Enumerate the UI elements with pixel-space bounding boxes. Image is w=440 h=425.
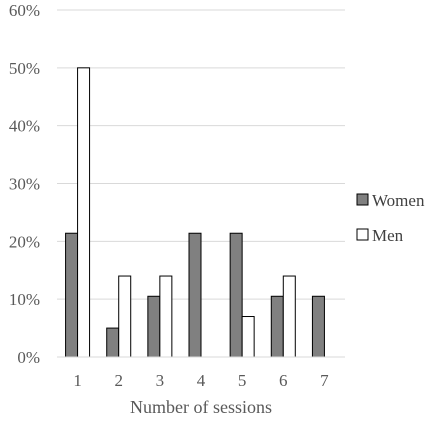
legend-swatch-men xyxy=(356,228,369,241)
x-axis-title: Number of sessions xyxy=(130,397,272,417)
bar-women-2 xyxy=(106,327,120,358)
y-tick-label: 40% xyxy=(9,117,40,136)
bar-men-1 xyxy=(77,67,91,358)
x-tick-label: 1 xyxy=(73,371,82,390)
y-tick-label: 30% xyxy=(9,175,40,194)
legend-label-men: Men xyxy=(372,226,404,245)
y-tick-label: 10% xyxy=(9,290,40,309)
bar-women-3 xyxy=(147,295,161,358)
y-tick-label: 50% xyxy=(9,59,40,78)
y-tick-label: 20% xyxy=(9,232,40,251)
bar-men-3 xyxy=(159,275,173,358)
bar-men-5 xyxy=(241,316,255,358)
bar-women-4 xyxy=(188,232,202,358)
legend: Women Men xyxy=(356,191,425,245)
bar-women-1 xyxy=(65,232,79,358)
bars xyxy=(65,67,325,358)
x-tick-label: 2 xyxy=(114,371,123,390)
x-tick-label: 7 xyxy=(320,371,329,390)
bar-women-5 xyxy=(229,232,243,358)
bar-men-2 xyxy=(118,275,132,358)
y-tick-label: 60% xyxy=(9,1,40,20)
x-axis-ticks: 1 2 3 4 5 6 7 xyxy=(73,371,329,390)
bar-men-6 xyxy=(282,275,296,358)
gridlines xyxy=(57,9,345,300)
bar-women-6 xyxy=(270,295,284,358)
x-tick-label: 6 xyxy=(279,371,288,390)
x-tick-label: 3 xyxy=(156,371,165,390)
legend-swatch-women xyxy=(356,193,369,206)
y-tick-label: 0% xyxy=(17,348,40,367)
bar-women-7 xyxy=(311,295,325,358)
x-tick-label: 5 xyxy=(238,371,247,390)
x-tick-label: 4 xyxy=(197,371,206,390)
legend-label-women: Women xyxy=(372,191,425,210)
y-axis-ticks: 0% 10% 20% 30% 40% 50% 60% xyxy=(9,1,40,367)
